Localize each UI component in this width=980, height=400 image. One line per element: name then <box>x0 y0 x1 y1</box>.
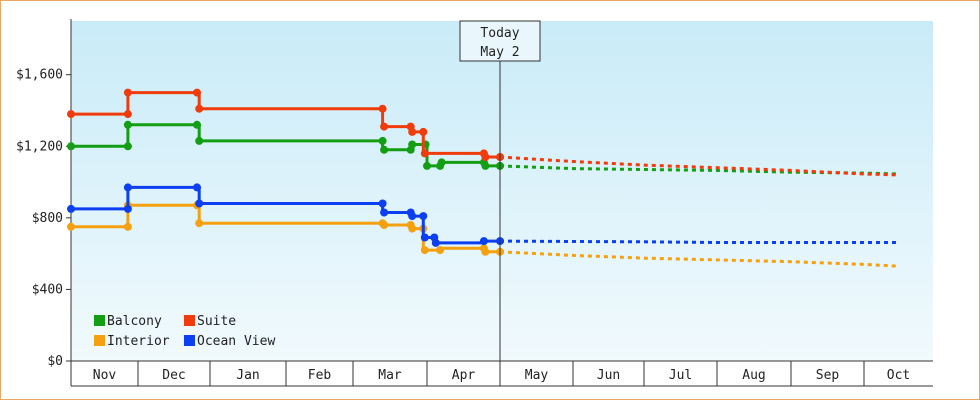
data-point <box>481 247 490 256</box>
data-point <box>123 110 132 119</box>
data-point <box>193 120 201 129</box>
y-tick-label: $800 <box>32 211 63 226</box>
today-box <box>459 20 541 62</box>
month-label: Dec <box>162 368 185 383</box>
data-point <box>67 110 75 119</box>
data-point <box>195 136 204 145</box>
data-point <box>408 212 417 221</box>
data-point <box>408 224 417 233</box>
legend-item: Suite <box>184 314 236 329</box>
data-point <box>420 149 429 158</box>
series-balcony <box>67 120 899 176</box>
data-point <box>479 237 488 246</box>
month-label: Sep <box>816 368 840 383</box>
data-point <box>437 158 446 167</box>
data-point <box>123 88 132 97</box>
today-marker: Today May 2 <box>459 20 541 361</box>
data-point <box>423 161 431 170</box>
month-label: Feb <box>308 368 332 383</box>
data-point <box>123 222 132 231</box>
data-point <box>431 238 440 247</box>
month-label: Aug <box>742 368 765 383</box>
x-axis: Nov Dec Jan Feb Mar Apr May Jun Jul Aug Sep Oct <box>70 360 933 387</box>
history-line <box>71 91 500 159</box>
legend-label: Ocean View <box>197 334 275 349</box>
data-point <box>408 140 417 149</box>
month-label: Jul <box>669 368 692 383</box>
legend-swatch <box>94 315 105 326</box>
forecast-line <box>499 250 899 268</box>
data-point <box>67 204 75 213</box>
month-label: May <box>525 368 549 383</box>
y-tick-label: $0 <box>47 354 63 369</box>
month-label: Jun <box>597 368 620 383</box>
data-point <box>481 153 490 161</box>
data-point <box>419 127 428 136</box>
data-point <box>380 145 389 154</box>
series-layer <box>67 88 899 268</box>
data-point <box>378 136 387 145</box>
forecast-line <box>499 164 899 176</box>
y-tick-label: $1,600 <box>16 68 63 83</box>
y-axis: $0 $400 $800 $1,200 $1,600 <box>16 19 72 369</box>
data-point <box>481 161 490 170</box>
data-point <box>195 199 204 208</box>
plot-background <box>71 21 933 361</box>
data-point <box>123 204 132 213</box>
legend-swatch <box>94 335 105 346</box>
data-point <box>123 120 132 129</box>
data-point <box>195 219 204 228</box>
forecast-line <box>499 239 899 244</box>
data-point <box>123 142 132 151</box>
data-point <box>378 199 387 208</box>
legend-label: Interior <box>107 334 170 349</box>
today-date: May 2 <box>480 45 519 60</box>
month-label: Apr <box>452 368 476 383</box>
data-point <box>436 246 445 255</box>
month-label: Nov <box>93 368 117 383</box>
data-point <box>380 221 389 229</box>
legend-swatch <box>184 315 195 326</box>
month-label: Oct <box>887 368 910 383</box>
data-point <box>419 212 428 221</box>
legend-item: Interior <box>94 334 170 349</box>
data-point <box>123 183 132 192</box>
series-ocean-view <box>67 183 899 247</box>
legend: Balcony Suite Interior Ocean View <box>94 314 275 349</box>
series-interior <box>67 201 899 268</box>
y-tick-label: $1,200 <box>16 139 63 154</box>
forecast-line <box>499 155 899 177</box>
legend-swatch <box>184 335 195 346</box>
data-point <box>195 104 204 113</box>
data-point <box>420 233 429 242</box>
data-point <box>378 104 387 113</box>
data-point <box>67 142 75 151</box>
data-point <box>193 183 201 192</box>
data-point <box>408 127 417 136</box>
y-tick-label: $400 <box>32 282 63 297</box>
legend-label: Suite <box>197 314 236 329</box>
legend-item: Balcony <box>94 314 162 329</box>
legend-item: Ocean View <box>184 334 275 349</box>
legend-label: Balcony <box>107 314 162 329</box>
data-point <box>193 88 201 97</box>
month-label: Mar <box>378 368 402 383</box>
data-point <box>420 246 429 255</box>
today-label: Today <box>480 26 519 41</box>
data-point <box>380 208 389 217</box>
series-suite <box>67 88 899 177</box>
data-point <box>67 222 75 231</box>
data-point <box>380 122 389 131</box>
month-label: Jan <box>236 368 259 383</box>
